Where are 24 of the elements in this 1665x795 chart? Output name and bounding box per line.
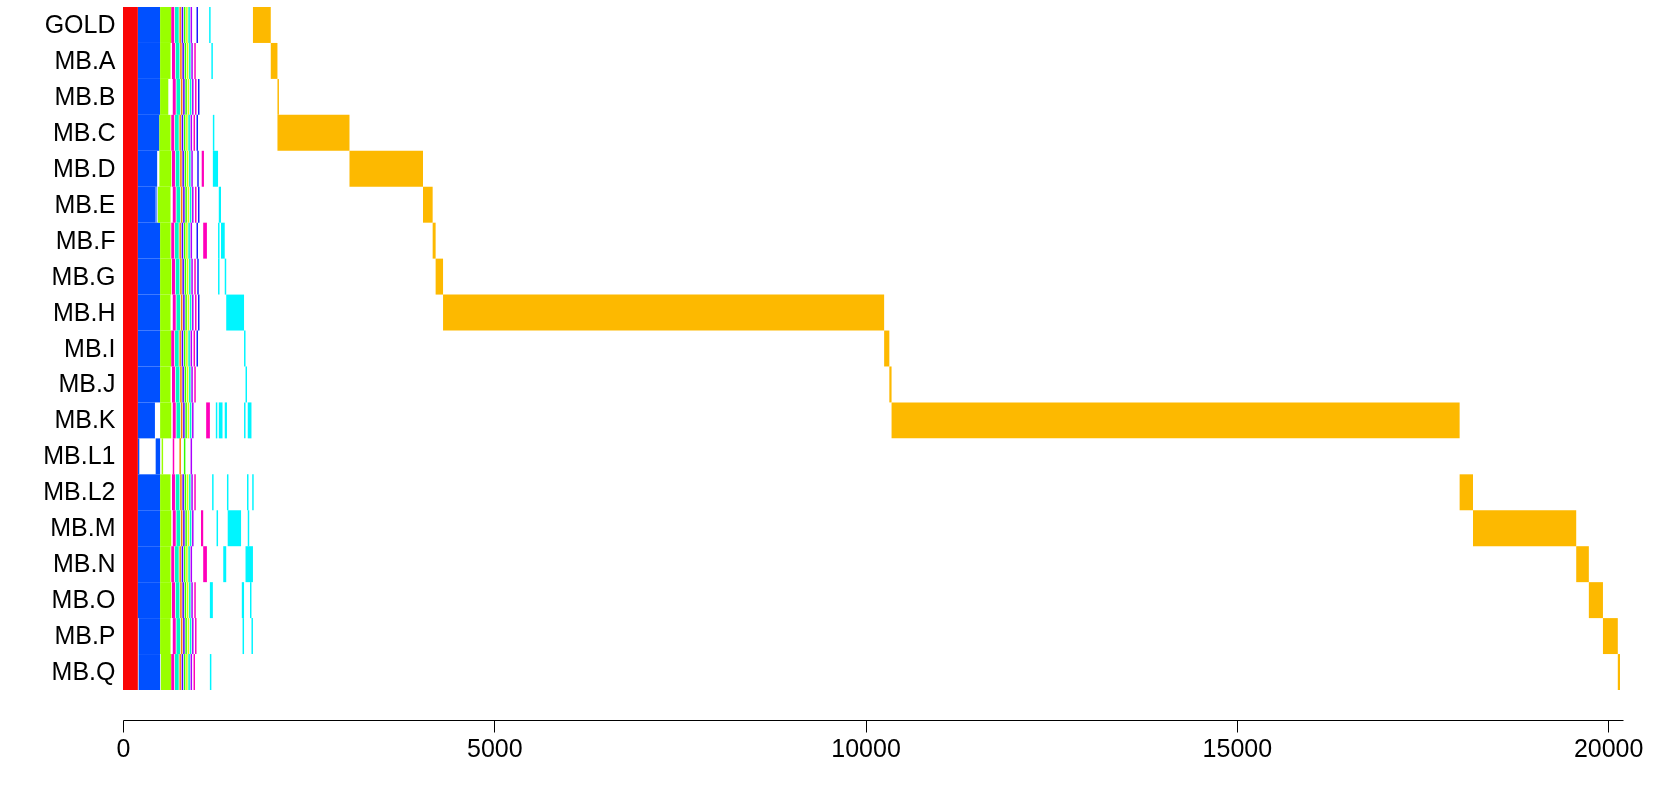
y-tick-label: MB.E [54, 189, 116, 218]
y-tick-label: MB.P [54, 621, 116, 650]
y-tick-label: MB.O [51, 585, 116, 614]
x-tick-label: 20000 [1573, 733, 1644, 762]
y-tick-label: MB.J [58, 369, 116, 398]
y-tick-label: MB.C [53, 117, 116, 146]
y-tick-label: MB.M [50, 513, 116, 542]
y-tick-label: MB.D [53, 153, 116, 182]
y-tick-label: MB.I [64, 333, 116, 362]
x-tick-label: 15000 [1202, 733, 1273, 762]
y-tick-label: MB.Q [51, 657, 116, 686]
y-tick-label: MB.F [55, 225, 116, 254]
y-tick-label: MB.L1 [43, 441, 116, 470]
y-tick-label: MB.K [54, 405, 116, 434]
x-tick-label: 0 [116, 733, 131, 762]
y-tick-label: MB.B [54, 81, 116, 110]
y-tick-label: GOLD [44, 9, 116, 38]
x-tick-label: 10000 [831, 733, 901, 762]
y-tick-label: MB.A [54, 45, 116, 74]
y-tick-label: MB.N [53, 549, 116, 578]
y-tick-label: MB.G [51, 261, 116, 290]
x-tick-label: 5000 [466, 733, 523, 762]
y-tick-label: MB.L2 [43, 477, 116, 506]
y-tick-label: MB.H [53, 297, 116, 326]
